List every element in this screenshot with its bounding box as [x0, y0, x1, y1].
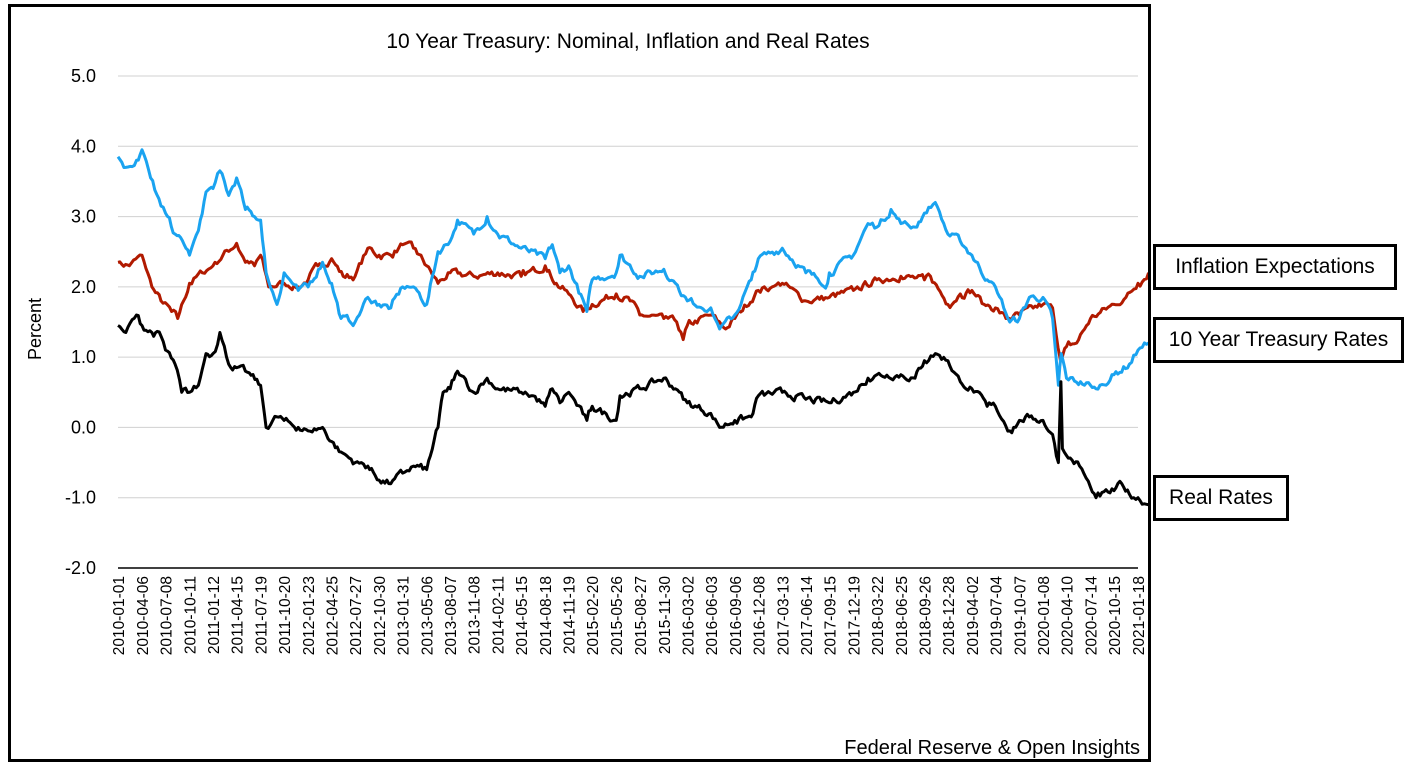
x-tick-label: 2012-10-30	[372, 576, 389, 656]
x-tick-label: 2019-04-02	[965, 576, 982, 655]
y-tick-label: -2.0	[65, 558, 96, 578]
x-tick-label: 2011-01-12	[206, 576, 223, 654]
x-tick-label: 2010-10-11	[183, 576, 200, 654]
y-tick-label: 5.0	[71, 66, 96, 86]
y-axis-label: Percent	[25, 298, 45, 360]
gridlines	[118, 75, 1138, 569]
x-tick-label: 2012-07-27	[348, 576, 365, 655]
x-tick-label: 2016-03-02	[680, 576, 697, 655]
x-tick-label: 2010-01-01	[111, 576, 128, 655]
x-tick-label: 2020-04-10	[1059, 576, 1076, 656]
x-tick-label: 2018-09-26	[917, 576, 934, 655]
chart-frame: 10 Year Treasury: Nominal, Inflation and…	[8, 4, 1151, 762]
y-tick-label: -1.0	[65, 488, 96, 508]
x-tick-label: 2014-11-19	[562, 576, 579, 654]
y-tick-label: 1.0	[71, 347, 96, 367]
x-tick-label: 2019-07-04	[988, 576, 1005, 656]
x-tick-label: 2013-05-06	[420, 576, 437, 655]
x-tick-label: 2015-05-26	[609, 576, 626, 655]
x-tick-label: 2019-10-07	[1012, 576, 1029, 655]
series-label-text: Inflation Expectations	[1175, 255, 1375, 278]
x-tick-label: 2010-04-06	[135, 576, 152, 655]
series-line-real-rates	[117, 313, 1148, 507]
x-tick-label: 2012-01-23	[301, 576, 318, 655]
x-tick-label: 2018-03-22	[870, 576, 887, 655]
x-tick-label: 2013-01-31	[396, 576, 413, 655]
series-label-inflation-expectations: Inflation Expectations	[1153, 244, 1397, 290]
x-tick-label: 2016-06-03	[704, 576, 721, 655]
x-tick-label: 2013-11-08	[467, 576, 484, 654]
x-tick-label: 2010-07-08	[159, 576, 176, 655]
x-tick-label: 2017-03-13	[775, 576, 792, 655]
x-tick-label: 2018-06-25	[894, 576, 911, 655]
x-tick-label: 2020-10-15	[1107, 576, 1124, 655]
x-tick-label: 2015-08-27	[633, 576, 650, 655]
x-tick-label: 2015-11-30	[657, 576, 674, 655]
x-tick-label: 2015-02-20	[585, 576, 602, 656]
x-tick-label: 2013-08-07	[443, 576, 460, 655]
y-tick-labels: 5.0 4.0 3.0 2.0 1.0 0.0 -1.0 -2.0	[65, 66, 96, 578]
x-tick-label: 2014-08-18	[538, 576, 555, 655]
x-tick-label: 2014-02-11	[491, 576, 508, 654]
series-line-inflation-expectations	[117, 240, 1148, 363]
y-tick-label: 4.0	[71, 136, 96, 156]
chart-title: 10 Year Treasury: Nominal, Inflation and…	[386, 30, 869, 53]
y-tick-label: 2.0	[71, 277, 96, 297]
line-chart: 10 Year Treasury: Nominal, Inflation and…	[25, 30, 1148, 759]
x-tick-label: 2011-04-15	[230, 576, 247, 654]
x-tick-label: 2020-01-08	[1036, 576, 1053, 655]
x-tick-label: 2011-07-19	[254, 576, 271, 654]
x-tick-label: 2014-05-15	[514, 576, 531, 655]
series-label-real-rates: Real Rates	[1153, 475, 1289, 521]
series-lines	[116, 148, 1148, 507]
y-tick-label: 0.0	[71, 417, 96, 437]
x-tick-label: 2011-10-20	[277, 576, 294, 655]
x-tick-labels: 2010-01-01 2010-04-06 2010-07-08 2010-10-11…	[111, 576, 1148, 656]
x-tick-label: 2017-06-14	[799, 576, 816, 656]
x-tick-label: 2016-09-06	[728, 576, 745, 655]
series-label-10-year-treasury-rates: 10 Year Treasury Rates	[1153, 317, 1404, 363]
x-tick-label: 2017-12-19	[846, 576, 863, 655]
x-tick-label: 2018-12-28	[941, 576, 958, 655]
x-tick-label: 2017-09-15	[822, 576, 839, 655]
x-tick-label: 2020-07-14	[1083, 576, 1100, 656]
x-tick-label: 2016-12-08	[751, 576, 768, 655]
x-tick-label: 2021-01-18	[1131, 576, 1148, 655]
source-note: Federal Reserve & Open Insights	[844, 737, 1140, 759]
series-label-text: Real Rates	[1169, 486, 1273, 509]
x-tick-label: 2012-04-25	[325, 576, 342, 655]
series-line-10-year-treasury-rates	[116, 148, 1148, 391]
series-label-text: 10 Year Treasury Rates	[1168, 328, 1389, 351]
y-tick-label: 3.0	[71, 207, 96, 227]
